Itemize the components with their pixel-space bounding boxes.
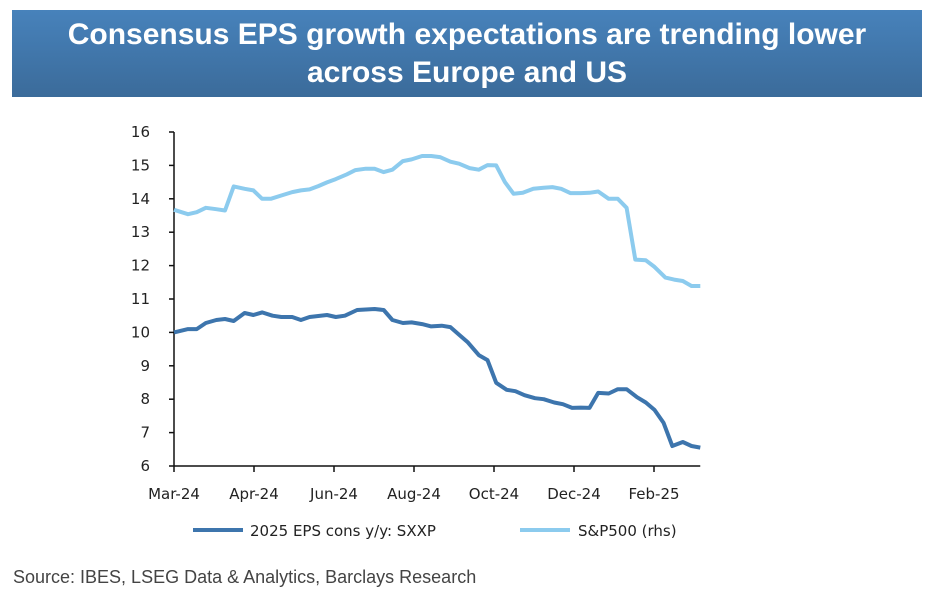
- y-tick-label: 13: [131, 223, 150, 241]
- x-tick-label: Apr-24: [229, 485, 279, 503]
- y-tick-label: 7: [140, 424, 150, 442]
- legend-label-0: 2025 EPS cons y/y: SXXP: [250, 522, 436, 540]
- legend-label-1: S&P500 (rhs): [578, 522, 677, 540]
- y-tick-label: 10: [131, 323, 150, 341]
- y-tick-label: 8: [140, 390, 150, 408]
- y-tick-label: 16: [131, 123, 150, 141]
- source-note: Source: IBES, LSEG Data & Analytics, Bar…: [13, 567, 477, 587]
- legend: 2025 EPS cons y/y: SXXP S&P500 (rhs): [193, 522, 677, 540]
- axes: 6 7 8 9 10 11 12 13 14 15 16 Mar-24 Apr-24 Jun-24 Aug-…: [131, 123, 701, 503]
- x-tick-label: Mar-24: [148, 485, 200, 503]
- series-line-0: [173, 307, 701, 450]
- x-tick-label: Jun-24: [309, 485, 358, 503]
- y-tick-label: 9: [140, 357, 150, 375]
- x-tick-label: Feb-25: [628, 485, 679, 503]
- x-tick-label: Oct-24: [469, 485, 519, 503]
- x-tick-label: Aug-24: [387, 485, 441, 503]
- title-banner: Consensus EPS growth expectations are tr…: [12, 10, 922, 97]
- series-lines: [173, 154, 701, 450]
- y-tick-label: 14: [131, 190, 150, 208]
- y-tick-label: 6: [140, 457, 150, 475]
- y-tick-label: 15: [131, 156, 150, 174]
- y-tick-label: 12: [131, 257, 150, 275]
- x-tick-label: Dec-24: [547, 485, 601, 503]
- series-line-1: [173, 154, 701, 288]
- chart-title: Consensus EPS growth expectations are tr…: [67, 17, 867, 89]
- y-tick-label: 11: [131, 290, 150, 308]
